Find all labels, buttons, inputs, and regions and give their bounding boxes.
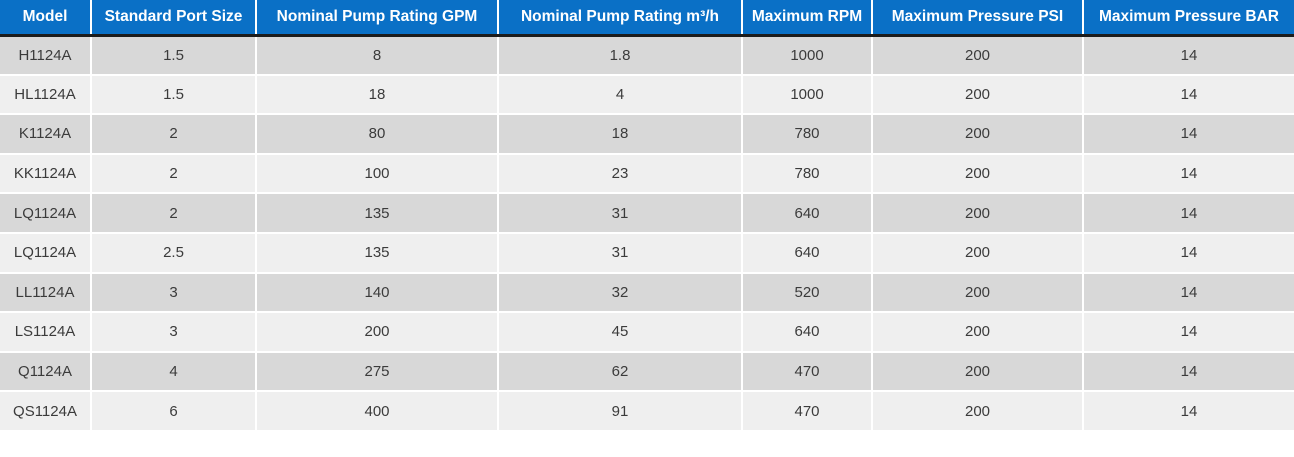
cell-max-rpm: 1000 bbox=[742, 35, 873, 76]
cell-rating-gpm: 18 bbox=[256, 74, 499, 116]
cell-rating-m3h: 62 bbox=[498, 351, 743, 393]
cell-rating-gpm: 200 bbox=[256, 312, 499, 353]
cell-max-pressure-psi: 200 bbox=[872, 74, 1084, 116]
col-header-rating-gpm: Nominal Pump Rating GPM bbox=[256, 0, 499, 37]
cell-model: QS1124A bbox=[0, 391, 92, 432]
col-header-max-pressure-bar: Maximum Pressure BAR bbox=[1083, 0, 1294, 37]
cell-port-size: 3 bbox=[91, 272, 257, 314]
cell-max-pressure-psi: 200 bbox=[872, 272, 1084, 314]
cell-rating-gpm: 400 bbox=[256, 391, 499, 432]
cell-max-rpm: 1000 bbox=[742, 74, 873, 116]
cell-max-pressure-bar: 14 bbox=[1083, 35, 1294, 76]
cell-rating-m3h: 4 bbox=[498, 74, 743, 116]
col-header-port-size: Standard Port Size bbox=[91, 0, 257, 37]
cell-max-pressure-psi: 200 bbox=[872, 153, 1084, 195]
cell-max-rpm: 520 bbox=[742, 272, 873, 314]
cell-max-pressure-bar: 14 bbox=[1083, 272, 1294, 314]
cell-max-rpm: 640 bbox=[742, 193, 873, 234]
cell-max-rpm: 470 bbox=[742, 391, 873, 432]
cell-model: LQ1124A bbox=[0, 193, 92, 234]
cell-model: LL1124A bbox=[0, 272, 92, 314]
col-header-max-pressure-psi: Maximum Pressure PSI bbox=[872, 0, 1084, 37]
cell-rating-gpm: 100 bbox=[256, 153, 499, 195]
cell-model: H1124A bbox=[0, 35, 92, 76]
cell-model: Q1124A bbox=[0, 351, 92, 393]
cell-rating-m3h: 31 bbox=[498, 232, 743, 274]
cell-port-size: 4 bbox=[91, 351, 257, 393]
col-header-model: Model bbox=[0, 0, 92, 37]
cell-max-pressure-bar: 14 bbox=[1083, 193, 1294, 234]
cell-rating-gpm: 80 bbox=[256, 114, 499, 155]
cell-max-pressure-psi: 200 bbox=[872, 114, 1084, 155]
cell-rating-m3h: 18 bbox=[498, 114, 743, 155]
table-row: HL1124A 1.5 18 4 1000 200 14 bbox=[0, 74, 1294, 116]
table-row: H1124A 1.5 8 1.8 1000 200 14 bbox=[0, 35, 1294, 76]
header-row: Model Standard Port Size Nominal Pump Ra… bbox=[0, 0, 1294, 37]
cell-port-size: 3 bbox=[91, 312, 257, 353]
cell-model: HL1124A bbox=[0, 74, 92, 116]
cell-rating-m3h: 32 bbox=[498, 272, 743, 314]
cell-rating-m3h: 1.8 bbox=[498, 35, 743, 76]
cell-rating-m3h: 23 bbox=[498, 153, 743, 195]
cell-max-rpm: 780 bbox=[742, 153, 873, 195]
cell-rating-m3h: 31 bbox=[498, 193, 743, 234]
cell-port-size: 2 bbox=[91, 193, 257, 234]
cell-model: K1124A bbox=[0, 114, 92, 155]
cell-max-pressure-bar: 14 bbox=[1083, 391, 1294, 432]
col-header-max-rpm: Maximum RPM bbox=[742, 0, 873, 37]
cell-rating-gpm: 275 bbox=[256, 351, 499, 393]
cell-max-pressure-bar: 14 bbox=[1083, 232, 1294, 274]
table-row: QS1124A 6 400 91 470 200 14 bbox=[0, 391, 1294, 432]
cell-port-size: 2 bbox=[91, 153, 257, 195]
cell-rating-m3h: 45 bbox=[498, 312, 743, 353]
cell-max-pressure-psi: 200 bbox=[872, 312, 1084, 353]
cell-rating-gpm: 135 bbox=[256, 232, 499, 274]
cell-rating-gpm: 140 bbox=[256, 272, 499, 314]
cell-max-pressure-psi: 200 bbox=[872, 35, 1084, 76]
cell-max-pressure-psi: 200 bbox=[872, 391, 1084, 432]
cell-port-size: 1.5 bbox=[91, 74, 257, 116]
table-row: K1124A 2 80 18 780 200 14 bbox=[0, 114, 1294, 155]
table-row: LS1124A 3 200 45 640 200 14 bbox=[0, 312, 1294, 353]
col-header-rating-m3h: Nominal Pump Rating m³/h bbox=[498, 0, 743, 37]
cell-model: KK1124A bbox=[0, 153, 92, 195]
table-row: KK1124A 2 100 23 780 200 14 bbox=[0, 153, 1294, 195]
cell-max-pressure-bar: 14 bbox=[1083, 114, 1294, 155]
cell-model: LS1124A bbox=[0, 312, 92, 353]
cell-max-pressure-bar: 14 bbox=[1083, 74, 1294, 116]
cell-port-size: 6 bbox=[91, 391, 257, 432]
table-row: LL1124A 3 140 32 520 200 14 bbox=[0, 272, 1294, 314]
cell-model: LQ1124A bbox=[0, 232, 92, 274]
cell-rating-gpm: 135 bbox=[256, 193, 499, 234]
cell-max-rpm: 640 bbox=[742, 232, 873, 274]
cell-rating-gpm: 8 bbox=[256, 35, 499, 76]
cell-max-pressure-bar: 14 bbox=[1083, 153, 1294, 195]
cell-port-size: 2 bbox=[91, 114, 257, 155]
table-row: LQ1124A 2 135 31 640 200 14 bbox=[0, 193, 1294, 234]
cell-max-pressure-bar: 14 bbox=[1083, 351, 1294, 393]
cell-port-size: 1.5 bbox=[91, 35, 257, 76]
cell-max-pressure-psi: 200 bbox=[872, 351, 1084, 393]
cell-max-pressure-psi: 200 bbox=[872, 232, 1084, 274]
cell-max-rpm: 780 bbox=[742, 114, 873, 155]
table-row: Q1124A 4 275 62 470 200 14 bbox=[0, 351, 1294, 393]
cell-max-rpm: 470 bbox=[742, 351, 873, 393]
cell-max-pressure-psi: 200 bbox=[872, 193, 1084, 234]
cell-max-rpm: 640 bbox=[742, 312, 873, 353]
cell-port-size: 2.5 bbox=[91, 232, 257, 274]
table-row: LQ1124A 2.5 135 31 640 200 14 bbox=[0, 232, 1294, 274]
cell-max-pressure-bar: 14 bbox=[1083, 312, 1294, 353]
pump-spec-table: Model Standard Port Size Nominal Pump Ra… bbox=[0, 0, 1294, 432]
cell-rating-m3h: 91 bbox=[498, 391, 743, 432]
